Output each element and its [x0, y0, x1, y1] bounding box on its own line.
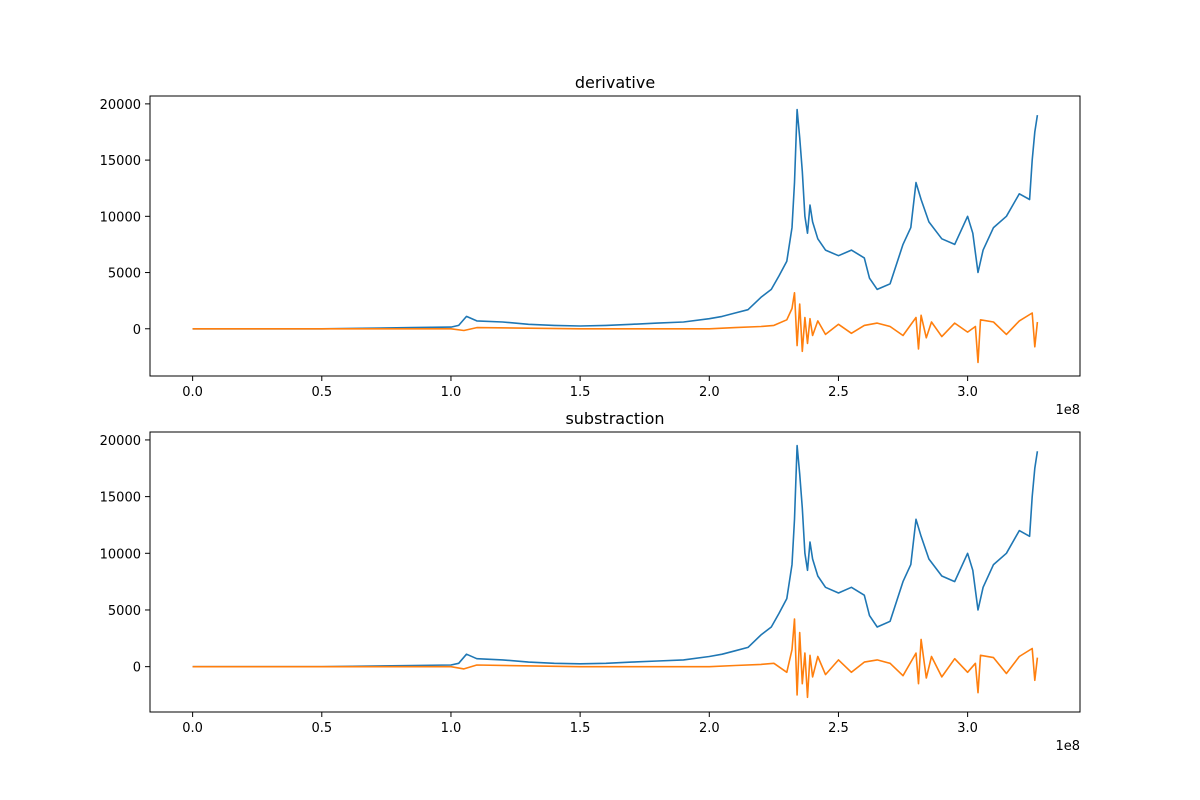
- y-tick-label: 5000: [108, 604, 141, 619]
- x-tick-label: 3.0: [957, 721, 978, 736]
- y-tick-label: 10000: [100, 210, 141, 225]
- y-tick-label: 20000: [100, 98, 141, 113]
- x-tick-label: 2.0: [699, 721, 720, 736]
- y-tick-label: 10000: [100, 547, 141, 562]
- y-tick-label: 5000: [108, 267, 141, 282]
- series-line-2: [192, 618, 1039, 699]
- x-tick-label: 1.0: [441, 385, 462, 400]
- y-tick-label: 15000: [100, 154, 141, 169]
- axes-frame: [149, 95, 1081, 377]
- subplot-substraction: substraction 0.0 0.5 1.0 1.5 2.0 2.5 3.0 0 5000 1…: [100, 409, 1081, 754]
- x-tick-label: 0.5: [311, 385, 332, 400]
- x-tick-label: 1.5: [570, 721, 591, 736]
- x-tick-label: 2.5: [828, 385, 849, 400]
- y-tick-label: 15000: [100, 491, 141, 506]
- x-tick-label: 3.0: [957, 385, 978, 400]
- x-axis-offset-label: 1e8: [1055, 739, 1080, 754]
- x-tick-label: 0.0: [182, 385, 203, 400]
- series-line-2: [192, 292, 1039, 364]
- x-axis-offset-label: 1e8: [1055, 403, 1080, 418]
- x-tick-label: 0.5: [311, 721, 332, 736]
- subplot-derivative: derivative 0.0 0.5 1.0 1.5 2.0 2.5 3.0 0 5000 100…: [100, 73, 1081, 418]
- y-tick-label: 0: [133, 661, 141, 676]
- plot-area: [192, 108, 1039, 364]
- x-tick-label: 2.5: [828, 721, 849, 736]
- series-line-1: [192, 444, 1039, 668]
- axes-layer: 0.0 0.5 1.0 1.5 2.0 2.5 3.0 0 5000 10000 15000 2000…: [100, 431, 1081, 736]
- subplot-title: substraction: [565, 409, 664, 428]
- x-tick-label: 1.5: [570, 385, 591, 400]
- x-tick-label: 2.0: [699, 385, 720, 400]
- x-tick-label: 0.0: [182, 721, 203, 736]
- series-line-1: [192, 108, 1039, 330]
- subplot-title: derivative: [575, 73, 655, 92]
- plot-area: [192, 444, 1039, 699]
- y-tick-label: 20000: [100, 434, 141, 449]
- x-tick-label: 1.0: [441, 721, 462, 736]
- y-tick-label: 0: [133, 323, 141, 338]
- axes-layer: 0.0 0.5 1.0 1.5 2.0 2.5 3.0 0 5000 10000 15000 2000…: [100, 95, 1081, 400]
- axes-frame: [149, 431, 1081, 713]
